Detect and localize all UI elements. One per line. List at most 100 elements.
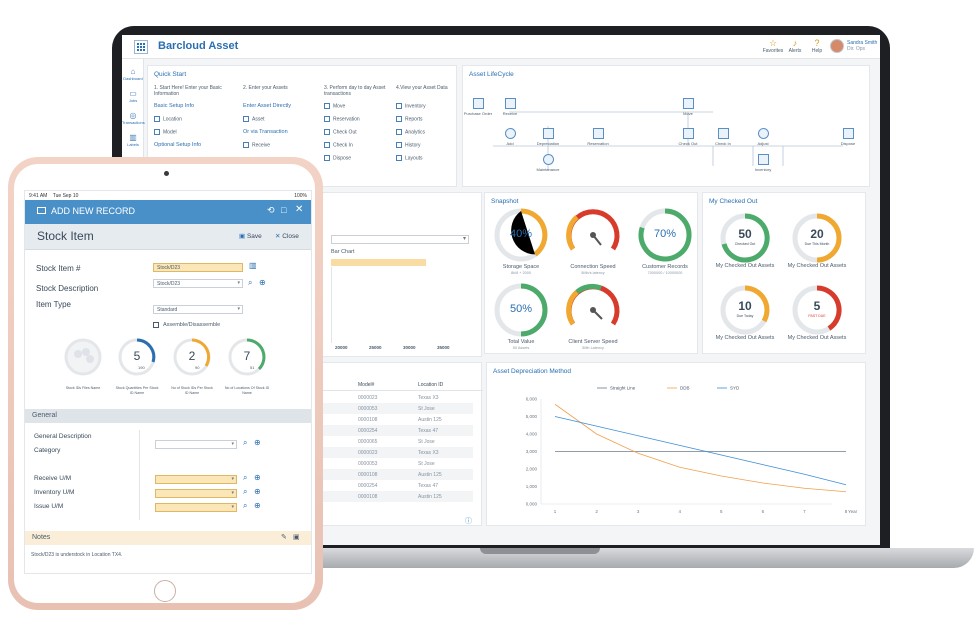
lc-depreciation[interactable]: Depreciation	[533, 128, 563, 146]
x-tick-label: 8	[845, 509, 848, 514]
issue-add-icon[interactable]: ⊕	[254, 501, 261, 510]
table-row[interactable]: 0000065 St Jose	[323, 436, 473, 447]
reservation-item[interactable]: Reservation	[324, 116, 360, 122]
save-button[interactable]: ▣ Save	[239, 232, 262, 240]
receive-add-icon[interactable]: ⊕	[254, 473, 261, 482]
inventory-add-icon[interactable]: ⊕	[254, 487, 261, 496]
layouts-item[interactable]: Layouts	[396, 155, 423, 161]
bar-chart-select[interactable]: ▾	[331, 235, 469, 244]
asset-item[interactable]: Asset	[243, 116, 265, 122]
x-tick-label: 3	[637, 509, 640, 514]
barcode-icon[interactable]: ▥	[249, 261, 257, 270]
item-type-select[interactable]: Standard	[153, 305, 243, 314]
receive-um-select[interactable]	[155, 475, 237, 484]
table-row[interactable]: 0000023 Texas X3	[323, 447, 473, 458]
issue-search-icon[interactable]: ⌕	[243, 501, 248, 510]
inventory-search-icon[interactable]: ⌕	[243, 487, 248, 496]
receive-search-icon[interactable]: ⌕	[243, 473, 248, 482]
record-type: Stock Item	[37, 229, 94, 243]
table-row[interactable]: 0000108 Austin 125	[323, 469, 473, 480]
dispose-label: Dispose	[333, 155, 352, 162]
nav-jobs[interactable]: ▭ Jobs	[122, 89, 144, 103]
model-item[interactable]: Model	[154, 129, 177, 135]
asset-label: Asset	[252, 116, 265, 123]
lc-maintenance[interactable]: Maintenance	[533, 154, 563, 172]
sync-icon[interactable]: ⟲	[267, 205, 275, 215]
close-label: Close	[282, 233, 299, 240]
cell-location: Texas 47	[418, 483, 439, 489]
layouts-icon	[396, 155, 402, 161]
dispose-item[interactable]: Dispose	[324, 155, 351, 161]
table-row[interactable]: 0000108 Austin 125	[323, 491, 473, 502]
notes-title: Notes	[32, 534, 51, 541]
check-out-item[interactable]: Check Out	[324, 129, 357, 135]
receive-label: Receive	[252, 142, 271, 149]
help-button[interactable]: ? Help	[806, 38, 828, 54]
search-icon[interactable]: ⌕	[248, 278, 253, 287]
stock-item-input[interactable]: Stock/D23	[153, 263, 243, 272]
nav-labels[interactable]: ▥ Labels	[122, 133, 144, 147]
dispose-lc-label: Dispose	[840, 141, 856, 146]
basic-setup-link[interactable]: Basic Setup Info	[154, 103, 195, 109]
inventory-item[interactable]: Inventory	[396, 103, 426, 109]
lc-dispose[interactable]: Dispose	[833, 128, 863, 146]
attachment-icon[interactable]: ▣	[293, 534, 300, 541]
lc-reservation[interactable]: Reservation	[583, 128, 613, 146]
lc-receive[interactable]: Receive	[495, 98, 525, 116]
general-section-header[interactable]: General	[25, 409, 311, 423]
lc-adjust[interactable]: Adjust	[748, 128, 778, 146]
issue-um-select[interactable]	[155, 503, 237, 512]
table-row[interactable]: 0000108 Austin 125	[323, 414, 473, 425]
table-row[interactable]: 0000053 St Jose	[323, 458, 473, 469]
move-item[interactable]: Move	[324, 103, 345, 109]
category-search-icon[interactable]: ⌕	[243, 438, 248, 447]
receive-um-label: Receive U/M	[34, 475, 72, 482]
history-item[interactable]: History	[396, 142, 421, 148]
checked-out-label-1: My Checked Out Assets	[715, 263, 775, 269]
client-server-label: Client Server Speed	[568, 339, 618, 345]
lc-check-out[interactable]: Check Out	[673, 128, 703, 146]
enter-asset-link[interactable]: Enter Asset Directly	[243, 103, 291, 109]
category-add-icon[interactable]: ⊕	[254, 438, 261, 447]
info-icon[interactable]: ⓘ	[465, 518, 472, 525]
home-button[interactable]	[154, 580, 176, 602]
stock-description-select[interactable]: Stock/D23	[153, 279, 243, 288]
lc-purchase-order[interactable]: Purchase Order	[463, 98, 493, 116]
analytics-item[interactable]: Analytics	[396, 129, 425, 135]
storage-value: 40%	[509, 228, 533, 240]
via-transaction-link[interactable]: Or via Transaction	[243, 129, 288, 135]
location-item[interactable]: Location	[154, 116, 182, 122]
nav-transactions[interactable]: ◎ Transactions	[122, 111, 145, 125]
lc-add[interactable]: Add	[495, 128, 525, 146]
close-button[interactable]: ✕ Close	[275, 232, 299, 240]
assemble-checkbox[interactable]	[153, 322, 159, 328]
lc-move[interactable]: Move	[673, 98, 703, 116]
table-row[interactable]: 0000254 Texas 47	[323, 425, 473, 436]
alerts-button[interactable]: ♪ Alerts	[784, 38, 806, 54]
close-icon[interactable]: ✕	[295, 204, 304, 215]
y-tick-label: 3,000	[526, 449, 538, 454]
category-select[interactable]	[155, 440, 237, 449]
maximize-icon[interactable]: □	[281, 205, 287, 215]
receive-item[interactable]: Receive	[243, 142, 270, 148]
optional-setup-link[interactable]: Optional Setup Info	[154, 142, 202, 148]
lc-check-in[interactable]: Check In	[708, 128, 738, 146]
location-label: Location	[163, 116, 182, 123]
add-icon[interactable]: ⊕	[259, 278, 266, 287]
check-in-item[interactable]: Check In	[324, 142, 353, 148]
notes-section-header[interactable]: Notes ✎ ▣	[25, 531, 311, 545]
laptop-base	[208, 548, 974, 568]
step-2: 2. Enter your Assets	[243, 85, 288, 91]
nav-dashboard[interactable]: ⌂ Dashboard	[122, 67, 144, 81]
inventory-um-select[interactable]	[155, 489, 237, 498]
reports-item[interactable]: Reports	[396, 116, 423, 122]
edit-icon[interactable]: ✎	[281, 534, 287, 541]
cell-model: 0000053	[358, 406, 378, 412]
avatar[interactable]	[830, 39, 844, 53]
table-row[interactable]: 0000053 St Jose	[323, 403, 473, 414]
table-row[interactable]: 0000023 Texas X3	[323, 392, 473, 403]
app-grid-icon[interactable]	[134, 40, 148, 54]
favorites-button[interactable]: ☆ Favorites	[762, 38, 784, 54]
lc-inventory[interactable]: Inventory	[748, 154, 778, 172]
table-row[interactable]: 0000254 Texas 47	[323, 480, 473, 491]
